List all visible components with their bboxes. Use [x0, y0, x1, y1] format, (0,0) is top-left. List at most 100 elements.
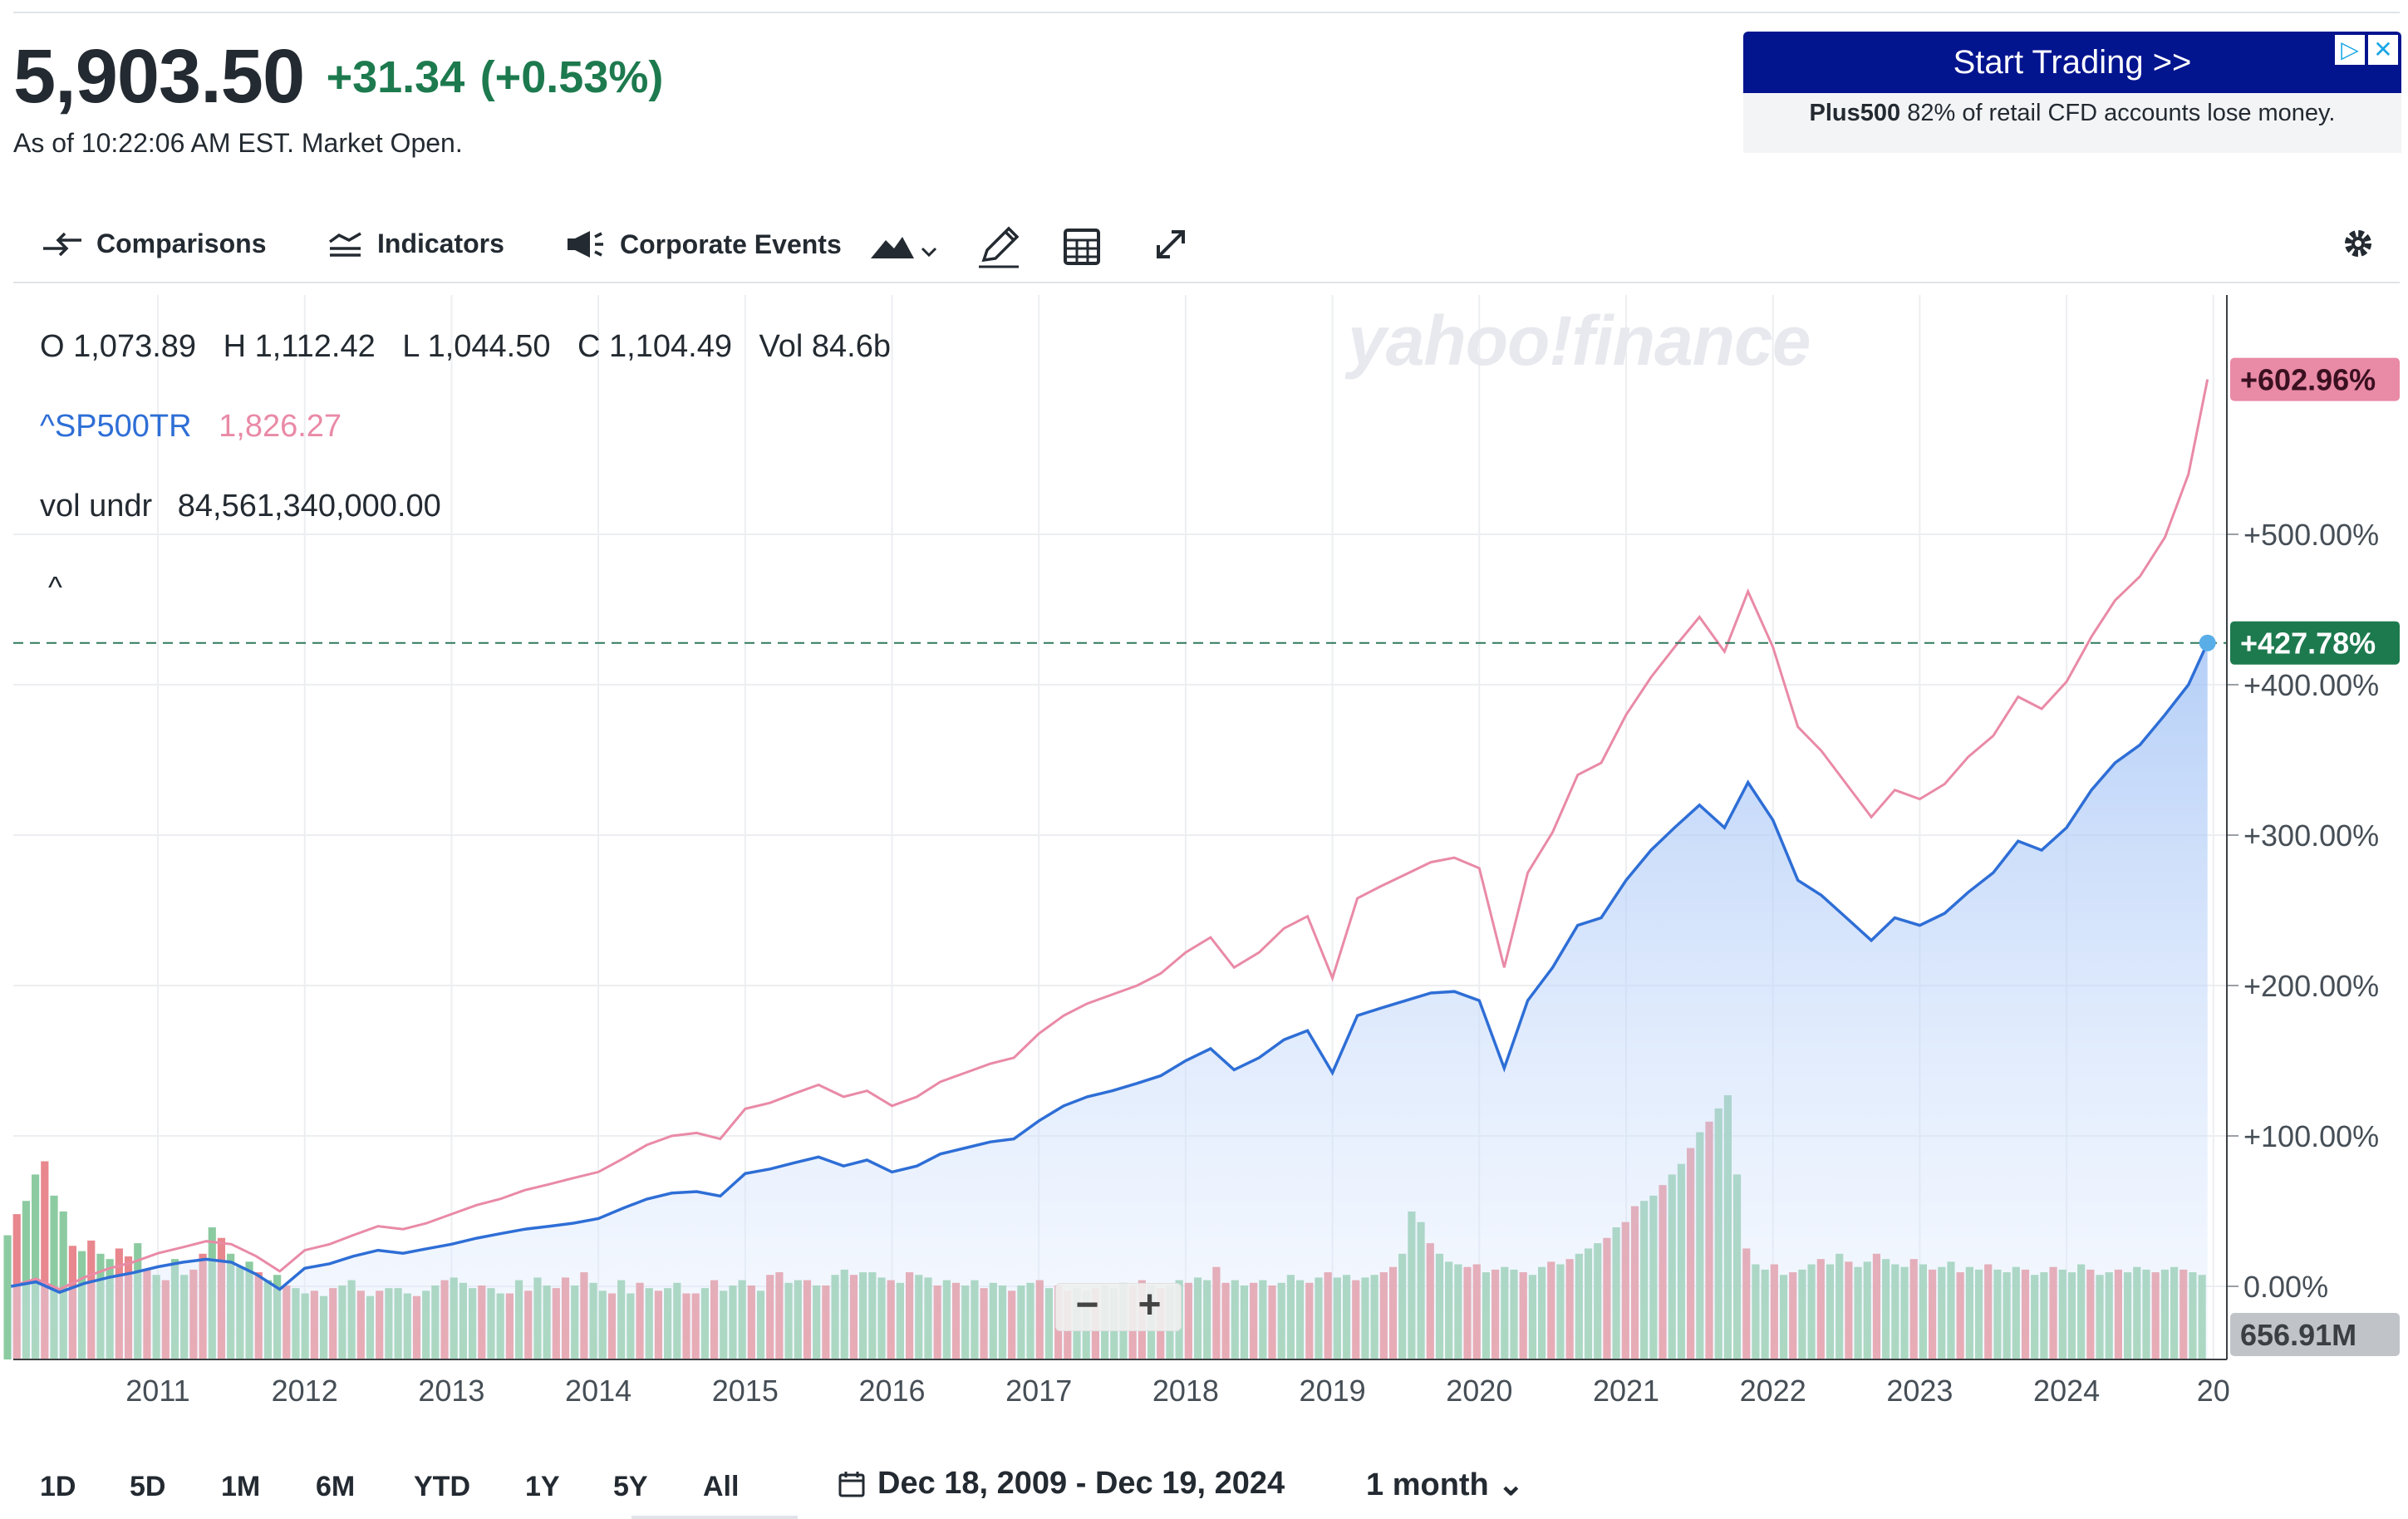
zoom-controls: − + [1055, 1283, 1182, 1331]
x-tick-label: 20 [2197, 1374, 2230, 1408]
x-tick-label: 2023 [1886, 1374, 1953, 1408]
comparisons-label: Comparisons [96, 229, 267, 258]
date-range-text: Dec 18, 2009 - Dec 19, 2024 [877, 1466, 1285, 1501]
current-value-dot [2199, 634, 2216, 651]
active-range-indicator [631, 1516, 798, 1519]
calendar-icon [838, 1471, 865, 1497]
yahoo-finance-watermark: yahoo!finance [1348, 302, 1811, 380]
range-5d[interactable]: 5D [130, 1471, 166, 1502]
range-1m[interactable]: 1M [221, 1471, 261, 1502]
range-all[interactable]: All [703, 1471, 740, 1502]
ad-close-icon[interactable]: ✕ [2368, 35, 2398, 65]
ad-disclaimer: Plus500 82% of retail CFD accounts lose … [1743, 100, 2401, 127]
x-tick-label: 2018 [1152, 1374, 1219, 1408]
volume-bar [3, 1235, 12, 1359]
current-value-tag-bg [2230, 621, 2400, 665]
volume-bar [32, 1174, 40, 1359]
x-tick-label: 2016 [858, 1374, 925, 1408]
indicators-button[interactable]: Indicators [327, 229, 504, 259]
main-series-line [10, 642, 2209, 1295]
chart-settings-button[interactable] [2338, 224, 2378, 268]
comparisons-icon [43, 232, 81, 256]
open-value: O 1,073.89 [40, 329, 197, 364]
ohlc-readout: O 1,073.89 H 1,112.42 L 1,044.50 C 1,104… [40, 329, 909, 365]
x-tick-label: 2012 [272, 1374, 338, 1408]
zoom-out-button[interactable]: − [1075, 1283, 1099, 1327]
ad-choices-icon[interactable]: ▷ [2335, 35, 2365, 65]
y-tick-label: +500.00% [2243, 518, 2379, 552]
ad-brand: Plus500 [1809, 100, 1901, 126]
close-value: C 1,104.49 [577, 329, 732, 364]
volume-underlay-value: 84,561,340,000.00 [177, 489, 441, 524]
pencil-icon [979, 226, 1020, 268]
market-status: As of 10:22:06 AM EST. Market Open. [13, 128, 463, 158]
date-range-picker[interactable]: Dec 18, 2009 - Dec 19, 2024 [838, 1466, 1285, 1502]
interval-dropdown[interactable]: 1 month ⌄ [1366, 1467, 1525, 1502]
y-tick-label: 0.00% [2243, 1270, 2328, 1304]
x-tick-label: 2013 [418, 1374, 484, 1408]
y-tick-label: +100.00% [2243, 1119, 2379, 1153]
comparison-series-line [10, 379, 2209, 1291]
volume-bar [22, 1201, 31, 1359]
y-tick-label: +200.00% [2243, 969, 2379, 1003]
indicators-icon [328, 231, 361, 257]
volume-underlay-label: vol undr [40, 489, 153, 524]
current-price: 5,903.50 [13, 34, 305, 119]
comparison-legend: ^SP500TR 1,826.27 [40, 409, 342, 445]
ad-start-trading-button[interactable]: Start Trading >> [1743, 32, 2401, 93]
table-view-button[interactable] [1059, 224, 1103, 273]
volume-bar [50, 1195, 58, 1359]
x-tick-label: 2015 [712, 1374, 779, 1408]
comparison-value-tag-bg [2230, 357, 2400, 401]
range-bar: 1D 5D 1M 6M YTD 1Y 5Y All Dec 18, 2009 -… [0, 1466, 2408, 1519]
corporate-events-label: Corporate Events [620, 229, 842, 259]
volume-bar [59, 1211, 67, 1359]
mountain-chart-icon [871, 237, 937, 258]
advertisement: Start Trading >> ▷ ✕ Plus500 82% of reta… [1743, 32, 2401, 153]
indicators-label: Indicators [377, 229, 504, 258]
gear-icon [2345, 230, 2371, 257]
chart-type-dropdown[interactable] [869, 224, 941, 269]
current-value-tag: +427.78% [2240, 627, 2376, 661]
range-5y[interactable]: 5Y [613, 1471, 648, 1502]
ad-disclaimer-text: 82% of retail CFD accounts lose money. [1907, 100, 2336, 126]
volume-value-tag: 656.91M [2240, 1318, 2356, 1352]
comparison-value-tag: +602.96% [2240, 363, 2376, 397]
range-1y[interactable]: 1Y [525, 1471, 560, 1502]
x-tick-label: 2017 [1005, 1374, 1072, 1408]
low-value: L 1,044.50 [402, 329, 551, 364]
x-tick-label: 2021 [1593, 1374, 1659, 1408]
comparisons-button[interactable]: Comparisons [42, 229, 266, 259]
volume-underlay-readout: vol undr 84,561,340,000.00 [40, 489, 458, 524]
volume-bar [41, 1161, 49, 1359]
x-tick-label: 2022 [1740, 1374, 1806, 1408]
range-1d[interactable]: 1D [40, 1471, 76, 1502]
main-series-area [11, 642, 2208, 1359]
chart-toolbar: Comparisons Indicators Corporate Events [13, 212, 2400, 283]
price-change-percent: (+0.53%) [479, 52, 664, 102]
collapse-legend-icon[interactable]: ^ [48, 570, 62, 604]
expand-icon [1157, 230, 1185, 258]
range-6m[interactable]: 6M [316, 1471, 356, 1502]
zoom-in-button[interactable]: + [1138, 1283, 1162, 1327]
y-tick-label: +300.00% [2243, 818, 2379, 853]
ad-controls: ▷ ✕ [2335, 35, 2398, 65]
comparison-symbol[interactable]: ^SP500TR [40, 409, 192, 444]
quote-header: 5,903.50 +31.34 (+0.53%) [13, 33, 663, 120]
table-icon [1064, 229, 1100, 265]
price-change: +31.34 [326, 52, 465, 102]
top-divider [13, 12, 2400, 13]
range-ytd[interactable]: YTD [414, 1471, 470, 1502]
megaphone-icon [568, 231, 603, 258]
fullscreen-button[interactable] [1150, 224, 1192, 269]
y-tick-label: +400.00% [2243, 668, 2379, 702]
x-tick-label: 2014 [565, 1374, 631, 1408]
volume-value: Vol 84.6b [759, 329, 892, 364]
corporate-events-button[interactable]: Corporate Events [565, 229, 842, 260]
comparison-value: 1,826.27 [219, 409, 342, 444]
x-tick-label: 2019 [1300, 1374, 1366, 1408]
volume-value-tag-bg [2230, 1313, 2400, 1356]
draw-button[interactable] [975, 224, 1022, 274]
x-tick-label: 2024 [2033, 1374, 2100, 1408]
price-chart[interactable]: +500.00%+400.00%+300.00%+200.00%+100.00%… [0, 287, 2408, 1467]
